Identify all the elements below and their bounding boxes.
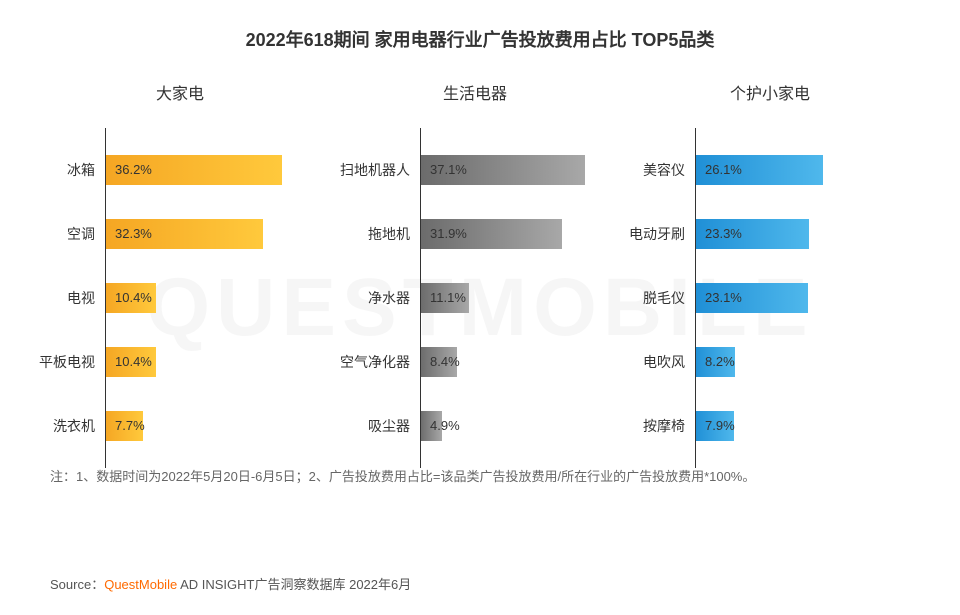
footnote-text: 注：1、数据时间为2022年5月20日-6月5日；2、广告投放费用占比=该品类广… bbox=[0, 458, 960, 485]
category-label: 平板电视 bbox=[35, 352, 105, 372]
bar-row: 扫地机器人 37.1% bbox=[330, 138, 620, 202]
bar-row: 拖地机 31.9% bbox=[330, 202, 620, 266]
bar-track: 8.4% bbox=[420, 347, 620, 377]
panel-rows: 美容仪 26.1% 电动牙刷 23.3% 脱毛仪 23.1% 电吹风 8.2% 按摩椅 7.9% bbox=[625, 138, 915, 458]
panel-title: 个护小家电 bbox=[625, 80, 915, 104]
bar-track: 10.4% bbox=[105, 347, 325, 377]
y-axis-line bbox=[420, 128, 421, 468]
category-label: 冰箱 bbox=[35, 160, 105, 180]
bar-row: 电动牙刷 23.3% bbox=[625, 202, 915, 266]
bar-value-label: 10.4% bbox=[115, 347, 152, 377]
category-label: 拖地机 bbox=[330, 224, 420, 244]
bar-value-label: 11.1% bbox=[430, 283, 466, 313]
bar-value-label: 8.4% bbox=[430, 347, 460, 377]
chart-title: 2022年618期间 家用电器行业广告投放费用占比 TOP5品类 bbox=[0, 0, 960, 62]
bar-track: 37.1% bbox=[420, 155, 620, 185]
bar-track: 7.7% bbox=[105, 411, 325, 441]
bar-value-label: 31.9% bbox=[430, 219, 467, 249]
source-suffix: AD INSIGHT广告洞察数据库 2022年6月 bbox=[177, 577, 411, 592]
bar-value-label: 7.9% bbox=[705, 411, 735, 441]
panel-title: 生活电器 bbox=[330, 80, 620, 104]
category-label: 扫地机器人 bbox=[330, 160, 420, 180]
bar-value-label: 26.1% bbox=[705, 155, 742, 185]
source-line: Source：QuestMobile AD INSIGHT广告洞察数据库 202… bbox=[50, 574, 411, 593]
bar-row: 空调 32.3% bbox=[35, 202, 325, 266]
bar-track: 23.1% bbox=[695, 283, 915, 313]
bar-track: 10.4% bbox=[105, 283, 325, 313]
chart-panels: 大家电冰箱 36.2% 空调 32.3% 电视 10.4% 平板电视 10.4% 洗衣机 7.7%… bbox=[0, 80, 960, 458]
bar-row: 冰箱 36.2% bbox=[35, 138, 325, 202]
bar-value-label: 23.3% bbox=[705, 219, 742, 249]
source-prefix: Source： bbox=[50, 577, 104, 592]
y-axis-line bbox=[695, 128, 696, 468]
category-label: 空调 bbox=[35, 224, 105, 244]
bar-track: 7.9% bbox=[695, 411, 915, 441]
bar-value-label: 10.4% bbox=[115, 283, 152, 313]
bar-row: 按摩椅 7.9% bbox=[625, 394, 915, 458]
bar-row: 平板电视 10.4% bbox=[35, 330, 325, 394]
bar-track: 23.3% bbox=[695, 219, 915, 249]
panel-rows: 冰箱 36.2% 空调 32.3% 电视 10.4% 平板电视 10.4% 洗衣机 7.7% bbox=[35, 138, 325, 458]
bar-track: 26.1% bbox=[695, 155, 915, 185]
bar-track: 32.3% bbox=[105, 219, 325, 249]
category-label: 美容仪 bbox=[625, 160, 695, 180]
category-label: 净水器 bbox=[330, 288, 420, 308]
bar-track: 8.2% bbox=[695, 347, 915, 377]
source-brand: QuestMobile bbox=[104, 577, 177, 592]
category-label: 空气净化器 bbox=[330, 352, 420, 372]
bar-row: 电视 10.4% bbox=[35, 266, 325, 330]
bar-track: 11.1% bbox=[420, 283, 620, 313]
category-label: 电动牙刷 bbox=[625, 224, 695, 244]
bar-track: 36.2% bbox=[105, 155, 325, 185]
category-label: 洗衣机 bbox=[35, 416, 105, 436]
panel-rows: 扫地机器人 37.1% 拖地机 31.9% 净水器 11.1% 空气净化器 8.4% 吸尘器 4.… bbox=[330, 138, 620, 458]
chart-panel: 生活电器扫地机器人 37.1% 拖地机 31.9% 净水器 11.1% 空气净化器 8.4% 吸… bbox=[330, 80, 620, 458]
bar-value-label: 4.9% bbox=[430, 411, 460, 441]
chart-panel: 大家电冰箱 36.2% 空调 32.3% 电视 10.4% 平板电视 10.4% 洗衣机 7.7% bbox=[35, 80, 325, 458]
bar-value-label: 23.1% bbox=[705, 283, 742, 313]
category-label: 电视 bbox=[35, 288, 105, 308]
category-label: 脱毛仪 bbox=[625, 288, 695, 308]
category-label: 电吹风 bbox=[625, 352, 695, 372]
bar-row: 净水器 11.1% bbox=[330, 266, 620, 330]
bar-value-label: 36.2% bbox=[115, 155, 152, 185]
bar-row: 吸尘器 4.9% bbox=[330, 394, 620, 458]
bar-track: 31.9% bbox=[420, 219, 620, 249]
bar-value-label: 7.7% bbox=[115, 411, 145, 441]
bar-row: 美容仪 26.1% bbox=[625, 138, 915, 202]
y-axis-line bbox=[105, 128, 106, 468]
bar-row: 脱毛仪 23.1% bbox=[625, 266, 915, 330]
panel-title: 大家电 bbox=[35, 80, 325, 104]
category-label: 吸尘器 bbox=[330, 416, 420, 436]
bar-row: 空气净化器 8.4% bbox=[330, 330, 620, 394]
bar-value-label: 8.2% bbox=[705, 347, 735, 377]
bar-value-label: 37.1% bbox=[430, 155, 467, 185]
bar-row: 电吹风 8.2% bbox=[625, 330, 915, 394]
bar-row: 洗衣机 7.7% bbox=[35, 394, 325, 458]
bar-value-label: 32.3% bbox=[115, 219, 152, 249]
bar-track: 4.9% bbox=[420, 411, 620, 441]
chart-panel: 个护小家电美容仪 26.1% 电动牙刷 23.3% 脱毛仪 23.1% 电吹风 8.2% 按摩椅… bbox=[625, 80, 915, 458]
category-label: 按摩椅 bbox=[625, 416, 695, 436]
